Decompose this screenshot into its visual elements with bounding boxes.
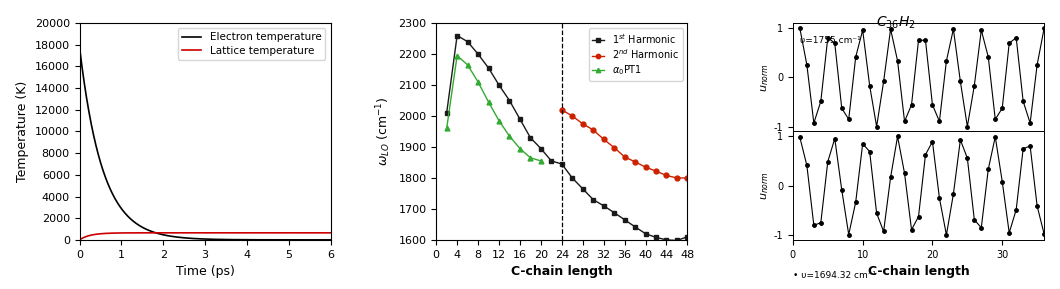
Text: υ=1755 cm⁻¹: υ=1755 cm⁻¹ [800,36,861,45]
Line: 2$^{nd}$ Harmonic: 2$^{nd}$ Harmonic [560,108,690,180]
2$^{nd}$ Harmonic [629,160,641,164]
$\alpha_0$PT1 [440,127,453,130]
$\alpha_0$PT1 [534,159,547,163]
Text: $C_{36}H_2$: $C_{36}H_2$ [876,14,916,31]
Line: $\alpha_0$PT1: $\alpha_0$PT1 [444,53,544,163]
2$^{nd}$ Harmonic [681,176,693,180]
Lattice temperature [102,231,114,235]
Y-axis label: $u_{norm}$: $u_{norm}$ [759,171,771,200]
2$^{nd}$ Harmonic [607,146,620,149]
2$^{nd}$ Harmonic [639,165,652,169]
1$^{st}$ Harmonic [587,198,600,201]
2$^{nd}$ Harmonic [650,169,662,173]
Electron temperature [73,45,86,49]
1$^{st}$ Harmonic [671,239,684,242]
X-axis label: C-chain length: C-chain length [511,265,613,278]
Lattice temperature [170,231,182,235]
Lattice temperature [324,231,337,235]
Text: • υ=1694.32 cm⁻¹: • υ=1694.32 cm⁻¹ [793,271,876,280]
$\alpha_0$PT1 [514,147,527,150]
Lattice temperature [180,231,193,235]
1$^{st}$ Harmonic [639,232,652,236]
Y-axis label: $\omega_{LO}$ (cm$^{-1}$): $\omega_{LO}$ (cm$^{-1}$) [374,97,392,166]
X-axis label: Time (ps): Time (ps) [176,265,234,278]
1$^{st}$ Harmonic [577,187,589,190]
Line: Lattice temperature: Lattice temperature [80,233,331,240]
Lattice temperature [319,231,332,235]
$\alpha_0$PT1 [461,63,474,67]
1$^{st}$ Harmonic [514,117,527,121]
Electron temperature [324,238,337,242]
Legend: 1$^{st}$ Harmonic, 2$^{nd}$ Harmonic, $\alpha_0$PT1: 1$^{st}$ Harmonic, 2$^{nd}$ Harmonic, $\… [588,28,683,81]
1$^{st}$ Harmonic [450,34,463,37]
Y-axis label: $u_{norm}$: $u_{norm}$ [759,63,771,92]
1$^{st}$ Harmonic [504,99,516,102]
Lattice temperature [117,231,129,235]
1$^{st}$ Harmonic [461,40,474,43]
2$^{nd}$ Harmonic [566,114,579,118]
2$^{nd}$ Harmonic [618,155,631,159]
1$^{st}$ Harmonic [618,218,631,221]
$\alpha_0$PT1 [450,54,463,57]
$\alpha_0$PT1 [524,156,536,160]
Lattice temperature [73,238,86,242]
2$^{nd}$ Harmonic [577,122,589,125]
1$^{st}$ Harmonic [482,66,495,70]
2$^{nd}$ Harmonic [660,174,673,177]
Line: Electron temperature: Electron temperature [80,47,331,240]
1$^{st}$ Harmonic [493,83,506,87]
Electron temperature [117,209,129,212]
1$^{st}$ Harmonic [555,162,568,166]
1$^{st}$ Harmonic [650,236,662,239]
1$^{st}$ Harmonic [472,52,484,56]
Electron temperature [293,238,305,242]
1$^{st}$ Harmonic [660,238,673,242]
1$^{st}$ Harmonic [607,211,620,214]
2$^{nd}$ Harmonic [587,128,600,132]
$\alpha_0$PT1 [472,80,484,84]
Lattice temperature [293,231,305,235]
2$^{nd}$ Harmonic [671,176,684,180]
1$^{st}$ Harmonic [597,204,610,208]
$\alpha_0$PT1 [493,119,506,122]
1$^{st}$ Harmonic [681,235,693,238]
1$^{st}$ Harmonic [566,176,579,180]
2$^{nd}$ Harmonic [555,108,568,112]
Electron temperature [170,235,182,239]
1$^{st}$ Harmonic [545,159,558,163]
2$^{nd}$ Harmonic [597,138,610,141]
Y-axis label: Temperature (K): Temperature (K) [16,81,29,182]
1$^{st}$ Harmonic [629,225,641,229]
Electron temperature [102,183,114,186]
X-axis label: C-chain length: C-chain length [868,265,970,278]
1$^{st}$ Harmonic [440,111,453,115]
1$^{st}$ Harmonic [524,136,536,139]
$\alpha_0$PT1 [482,100,495,104]
Electron temperature [319,238,332,242]
Legend: Electron temperature, Lattice temperature: Electron temperature, Lattice temperatur… [178,28,325,60]
$\alpha_0$PT1 [504,134,516,138]
1$^{st}$ Harmonic [534,147,547,150]
Electron temperature [180,236,193,240]
Line: 1$^{st}$ Harmonic: 1$^{st}$ Harmonic [444,33,690,243]
